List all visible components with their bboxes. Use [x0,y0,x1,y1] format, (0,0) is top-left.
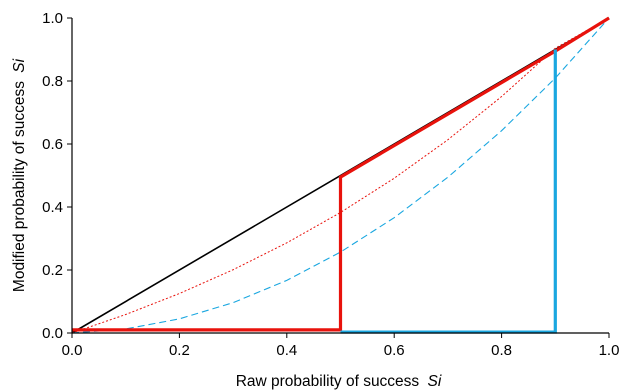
x-tick-label: 0.6 [384,342,405,359]
axes [71,18,609,334]
y-tick-label: 0.0 [42,325,63,342]
series-line-2-dotted-thin [71,17,610,334]
x-tick-label: 0.2 [169,342,190,359]
x-axis-title: Raw probability of success Si [236,373,442,390]
x-tick-label: 1.0 [599,342,620,359]
series-line-4-solid-thick [72,16,610,332]
x-axis-title-var: Si [428,373,442,390]
series-layer [71,16,610,334]
series-line-5-solid-thick [340,49,557,334]
x-axis-title-text: Raw probability of success [236,373,420,390]
y-axis-title: Modified probability of success Si [11,58,28,292]
y-tick-label: 0.6 [42,136,63,153]
y-tick-label: 0.2 [42,262,63,279]
x-tick-label: 0.0 [62,342,83,359]
x-tick-label: 0.8 [491,342,512,359]
series-line-3-dashed-thin [71,17,610,334]
y-tick-label: 0.8 [42,73,63,90]
x-tick-label: 0.4 [276,342,297,359]
y-axis-title-var: Si [11,58,28,72]
y-tick-label: 1.0 [42,10,63,27]
ticks: 0.0 0.2 0.4 0.6 0.8 1.0 0.0 0.2 0.4 0.6 0.8 1.0 [42,10,619,359]
y-axis-title-text: Modified probability of success [11,81,28,292]
y-tick-label: 0.4 [42,199,63,216]
